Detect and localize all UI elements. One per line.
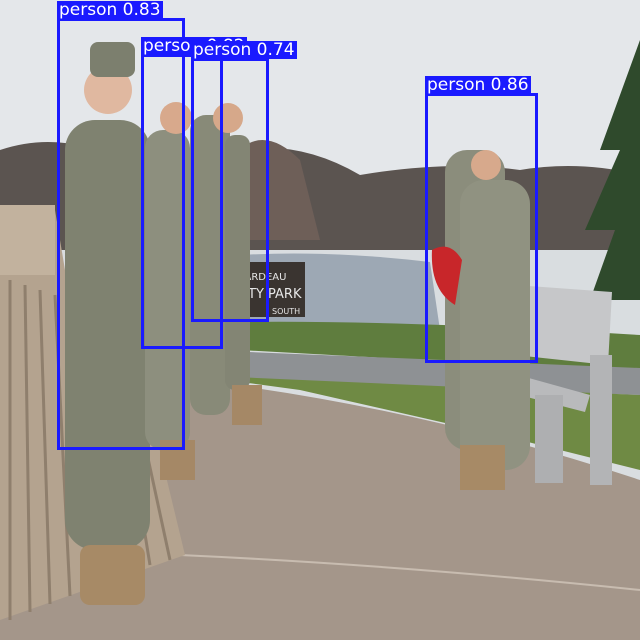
detection-box-4 [425, 93, 538, 363]
detection-label-1: person 0.83 [57, 0, 163, 20]
detection-box-1 [57, 18, 185, 450]
detection-box-3 [191, 58, 269, 322]
sign-line1: IRARDEAU [235, 272, 286, 283]
sign-line2: TY PARK [247, 287, 302, 302]
sign-line3: SOUTH [272, 307, 300, 316]
detection-label-4: person 0.86 [425, 75, 531, 95]
detection-box-2 [141, 54, 223, 349]
detection-label-3: person 0.74 [191, 40, 297, 60]
